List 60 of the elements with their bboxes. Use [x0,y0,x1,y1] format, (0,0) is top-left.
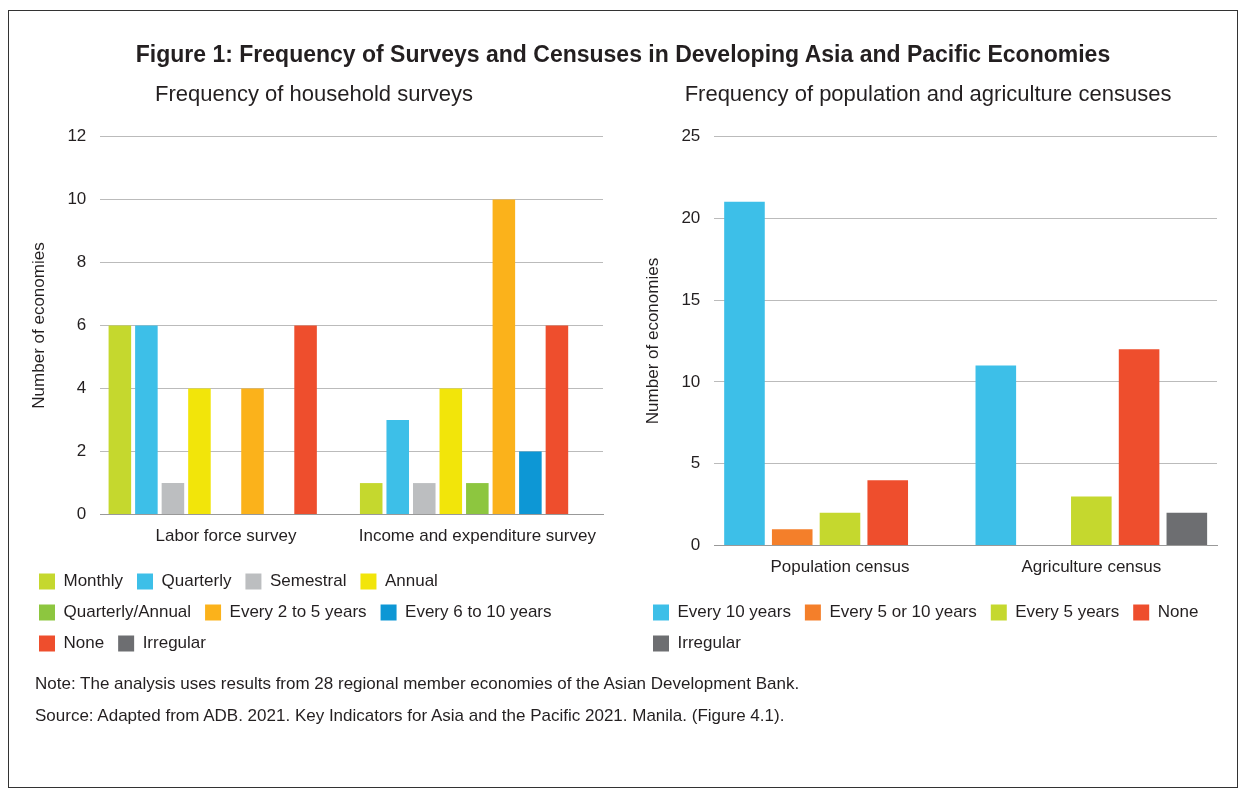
y-tick-label: 25 [681,126,701,146]
legend-label: Irregular [677,633,742,653]
bar [724,201,765,546]
y-tick-label: 20 [681,207,701,227]
text: Note: The analysis uses results from 28 regional member economies of the Asian Development Bank. [35,674,801,694]
x-tick-label: Income and expenditure survey [358,526,597,546]
bar [241,388,264,515]
bar [519,451,542,515]
legend-label: Quarterly [161,571,232,591]
legend-label: Semestral [269,571,347,591]
bar [108,325,132,515]
y-axis-title: Number of economies [642,257,662,425]
y-tick-label: 2 [76,441,87,461]
bar [188,388,211,515]
y-tick-label: 5 [690,453,701,473]
bar [359,483,383,515]
legend-label: Quarterly/Annual [63,602,192,622]
y-tick-label: 15 [681,289,701,309]
y-tick-label: 12 [67,126,87,146]
bar [161,483,185,515]
legend-label: Annual [384,571,438,591]
bar [545,325,569,515]
bar [466,483,489,515]
legend-label: Every 10 years [677,602,791,622]
y-tick-label: 0 [76,504,87,524]
bar [975,365,1017,546]
legend-label: Every 5 or 10 years [829,602,977,622]
bar [771,529,813,546]
legend-label: Every 5 years [1015,602,1120,622]
bar [386,420,410,515]
y-tick-label: 0 [690,535,701,555]
y-tick-label: 4 [76,378,87,398]
y-tick-label: 10 [681,371,701,391]
bar [135,325,158,515]
legend-label: Every 2 to 5 years [229,602,367,622]
bar [1071,496,1112,546]
legend-label: None [1157,602,1199,622]
y-tick-label: 8 [76,252,87,272]
text: Figure 1: Frequency of Surveys and Censuses in Developing Asia and Pacific Economies [134,41,1112,68]
bar [492,199,516,515]
legend-label: None [63,633,105,653]
chart-title: Frequency of population and agriculture censuses [684,81,1172,107]
bar [412,483,436,515]
source-note: Source: Adapted from ADB. 2021. Key Indicators for Asia and the Pacific 2021. Manila. (Figure 4.1). [35,706,786,726]
bar [867,480,909,546]
x-tick-label: Population census [770,557,910,577]
y-axis-title: Number of economies [28,242,48,409]
y-tick-label: 10 [67,189,87,209]
legend-label: Irregular [142,633,207,653]
bar [819,512,861,546]
bar [439,388,463,515]
bar [294,325,317,515]
x-tick-label: Agriculture census [1021,557,1162,577]
bar [1118,349,1160,546]
x-tick-label: Labor force survey [155,526,297,546]
y-tick-label: 6 [76,315,87,335]
legend-label: Monthly [63,571,124,591]
legend-label: Every 6 to 10 years [405,602,552,622]
bar [1166,512,1208,546]
chart-title: Frequency of household surveys [155,81,473,107]
